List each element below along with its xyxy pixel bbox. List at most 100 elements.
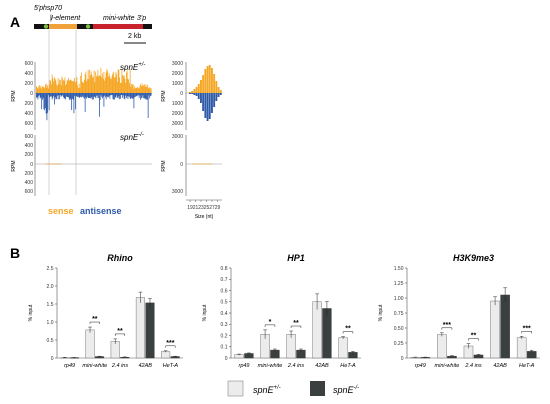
chart-category-label: mini-white	[82, 363, 107, 369]
size-hist-ytick: 3000	[172, 189, 183, 195]
panel-b-legend: spnE+/- spnE-/-	[227, 380, 359, 397]
legend-mut-swatch	[310, 381, 325, 396]
chart-category-label: HeT-A	[163, 363, 179, 369]
antisense-coverage-bar	[118, 93, 120, 97]
size-hist-ytick: 0	[180, 162, 183, 168]
track-bottom-ytick: 400	[25, 180, 34, 186]
construct-label-5p: 5'p	[34, 5, 43, 12]
size-hist-antisense-bar	[206, 93, 209, 121]
sense-coverage-bar	[88, 79, 90, 93]
antisense-coverage-bar	[63, 93, 65, 99]
chart-category-label: 2.4 ins	[111, 363, 128, 369]
antisense-coverage-bar	[132, 93, 133, 99]
sense-coverage-bar	[141, 83, 143, 93]
legend-antisense: antisense	[80, 206, 122, 216]
significance-stars: **	[92, 316, 98, 323]
bar-het	[135, 297, 145, 359]
chart-ylabel: % input	[28, 304, 34, 321]
sense-coverage-bar	[70, 79, 72, 93]
antisense-coverage-bar	[39, 93, 40, 96]
chart-ytick-label: 0.8	[221, 266, 228, 272]
antisense-coverage-bar	[119, 93, 121, 100]
bar-chart-0: Rhino % input 0 0.5 1.0 1.5 2.0 2.5 rp49 mini-whi…	[28, 253, 183, 369]
antisense-coverage-bar	[54, 93, 55, 105]
significance-stars: **	[345, 326, 351, 333]
antisense-coverage-bar	[69, 93, 71, 99]
antisense-coverage-bar	[138, 93, 140, 98]
sense-coverage-bar	[133, 88, 135, 93]
significance-bracket	[89, 321, 100, 325]
antisense-coverage-bar	[45, 93, 47, 114]
antisense-coverage-bar	[51, 93, 53, 100]
legend-mut-label: spnE-/-	[333, 385, 359, 395]
antisense-coverage-bar	[129, 93, 131, 99]
sense-coverage-bar	[86, 81, 88, 93]
antisense-coverage-bar	[89, 93, 91, 99]
track-top-genotype: spnE+/-	[120, 62, 145, 72]
antisense-coverage-bar	[81, 93, 83, 98]
antisense-coverage-bar	[104, 93, 106, 96]
sense-coverage-bar	[57, 85, 58, 93]
sense-coverage-bar	[121, 69, 123, 93]
significance-bracket	[468, 338, 479, 341]
size-hist-antisense-bar	[200, 93, 202, 103]
antisense-coverage-bar	[111, 93, 113, 96]
sense-coverage-bar	[37, 88, 39, 93]
sense-coverage-bar	[68, 78, 70, 93]
chart-category-label: 42AB	[493, 363, 507, 369]
sense-coverage-bar	[150, 88, 151, 93]
size-hist-antisense-bar	[213, 93, 216, 107]
sense-coverage-bar	[105, 72, 107, 93]
sense-coverage-bar	[141, 85, 142, 93]
antisense-coverage-bar	[117, 93, 118, 98]
sense-coverage-bar	[57, 78, 59, 93]
sense-coverage-bar	[135, 88, 136, 93]
antisense-coverage-bar	[45, 93, 46, 109]
track-top-ytick: 600	[25, 61, 34, 67]
chart-ytick-label: 0	[401, 356, 404, 362]
chart-ytick-label: 0	[225, 356, 228, 362]
sense-coverage-bar	[129, 82, 130, 93]
antisense-coverage-bar	[132, 93, 134, 99]
antisense-coverage-bar	[142, 93, 144, 96]
antisense-coverage-bar	[105, 93, 107, 100]
antisense-coverage-bar	[135, 93, 136, 97]
panel-a-label: A	[10, 14, 20, 30]
antisense-coverage-bar	[105, 93, 106, 98]
antisense-coverage-bar	[78, 93, 80, 98]
bar-mut	[270, 349, 280, 359]
antisense-coverage-bar	[57, 93, 59, 100]
antisense-coverage-bar	[57, 93, 58, 96]
antisense-coverage-bar	[72, 93, 73, 99]
chart-ytick-label: 0.4	[221, 311, 228, 317]
size-hist-sense-bar	[208, 65, 211, 93]
antisense-coverage-bar	[85, 93, 87, 98]
antisense-coverage-bar	[42, 93, 44, 98]
antisense-coverage-bar	[138, 93, 139, 96]
sense-coverage-bar	[114, 77, 115, 93]
sense-coverage-bar	[43, 87, 45, 93]
sense-coverage-bar	[112, 73, 114, 93]
size-hist-xtick-label: 21	[193, 205, 199, 211]
antisense-coverage-bar	[51, 93, 52, 97]
sense-coverage-bar	[69, 80, 71, 93]
construct-i-element-box	[49, 24, 77, 29]
size-hist-antisense-bar	[217, 93, 220, 97]
antisense-coverage-bar	[108, 93, 109, 98]
sense-coverage-bar	[67, 79, 69, 93]
sense-coverage-bar	[99, 76, 101, 93]
sense-coverage-bar	[82, 82, 84, 93]
size-hist-sense-bar	[197, 84, 200, 93]
sense-coverage-bar	[77, 85, 79, 93]
antisense-coverage-bar	[124, 93, 126, 100]
sense-coverage-bar	[138, 87, 139, 93]
antisense-coverage-bar	[99, 93, 100, 117]
sense-coverage-bar	[49, 80, 51, 93]
antisense-coverage-bar	[93, 93, 95, 97]
antisense-coverage-bar	[46, 93, 48, 121]
antisense-coverage-bar	[145, 93, 147, 100]
antisense-coverage-bar	[82, 93, 84, 96]
bar-mut	[296, 349, 306, 359]
bar-het	[516, 337, 527, 359]
sense-coverage-bar	[108, 76, 109, 93]
